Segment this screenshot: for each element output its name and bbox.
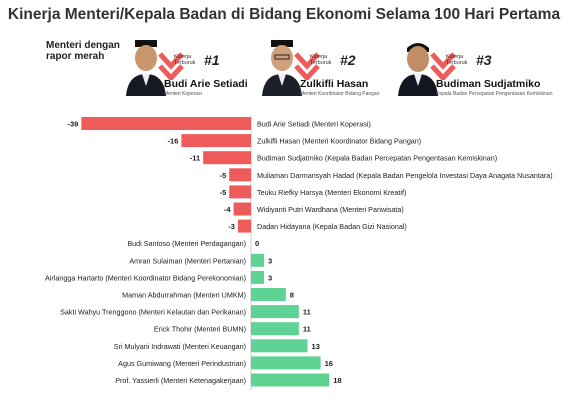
check-icon [294,52,320,80]
category-label-15: Prof. Yassierli (Menteri Ketenagakerjaan… [115,376,246,385]
value-label-7: 0 [255,239,259,248]
value-label-5: -4 [224,205,231,214]
category-label-0: Budi Arie Setiadi (Menteri Koperasi) [257,120,371,129]
value-label-2: -11 [190,154,200,163]
check-icon [158,52,184,80]
rank-label: Kinerja Terburuk [174,54,196,66]
value-label-9: 3 [268,273,272,282]
category-label-11: Sakti Wahyu Trenggono (Menteri Kelautan … [60,308,246,317]
category-label-13: Sri Mulyani Indrawati (Menteri Keuangan) [114,342,246,351]
category-label-7: Budi Santoso (Menteri Perdagangan) [127,239,246,248]
value-label-8: 3 [268,256,272,265]
bar-2 [203,151,251,165]
value-label-1: -16 [168,137,179,146]
rank-number: #3 [476,52,492,68]
value-label-10: 8 [290,291,294,300]
value-label-12: 11 [303,325,311,334]
value-label-14: 16 [325,359,333,368]
rank-label: Kinerja Terburuk [446,54,468,66]
check-icon [430,52,456,80]
worst-card-3: Kinerja Terburuk #3 Budiman Sudjatmiko K… [398,38,552,108]
bar-8 [251,253,265,267]
bar-15 [251,373,330,387]
minister-name: Budiman Sudjatmiko [436,78,541,90]
category-label-9: Airlangga Hartarto (Menteri Koordinator … [45,273,246,282]
avatar [398,43,438,96]
minister-name: Budi Arie Setiadi [164,78,248,90]
category-label-6: Dadan Hidayana (Kepala Badan Gizi Nasion… [257,222,407,231]
bar-11 [251,305,299,319]
category-label-5: Widiyanti Putri Wardhana (Menteri Pariwi… [257,205,404,214]
category-label-1: Zulkifli Hasan (Menteri Koordinator Bida… [257,137,421,146]
worst-card-2: Kinerja Terburuk #2 Zulkifli Hasan Mente… [262,38,412,108]
bar-4 [229,185,251,199]
bar-6 [237,219,251,233]
value-label-6: -3 [228,222,235,231]
value-label-13: 13 [312,342,320,351]
minister-role: Kepala Badan Percepatan Pengentasan Kemi… [436,91,553,97]
chart-subtitle: Menteri dengan rapor merah [46,40,120,62]
bar-9 [251,270,265,284]
rank-number: #2 [340,52,356,68]
category-label-2: Budiman Sudjatmiko (Kepala Badan Percepa… [257,154,497,163]
worst-card-1: Kinerja Terburuk #1 Budi Arie Setiadi Me… [126,38,276,108]
value-label-3: -5 [220,171,227,180]
bar-10 [251,288,286,301]
value-label-11: 11 [303,308,311,317]
bar-13 [251,339,308,353]
rank-number: #1 [204,52,220,68]
bar-5 [233,202,251,216]
category-label-14: Agus Gumiwang (Menteri Perindustrian) [118,359,246,368]
bar-3 [229,168,251,182]
avatar [126,40,166,96]
value-label-4: -5 [220,188,227,197]
bar-1 [181,134,251,148]
bar-14 [251,356,321,370]
page-title: Kinerja Menteri/Kepala Badan di Bidang E… [7,6,561,23]
minister-role: Menteri Koordinator Bidang Pangan [300,91,380,97]
category-label-4: Teuku Riefky Harsya (Menteri Ekonomi Kre… [257,188,406,197]
category-label-12: Erick Thohir (Menteri BUMN) [154,325,246,334]
rank-label: Kinerja Terburuk [310,54,332,66]
category-label-3: Muliaman Darmansyah Hadad (Kepala Badan … [257,171,553,180]
minister-role: Menteri Koperasi [164,91,202,97]
minister-name: Zulkifli Hasan [300,78,369,90]
bar-0 [81,117,251,130]
value-label-15: 18 [333,376,341,385]
bar-12 [251,322,299,336]
category-label-10: Maman Abdurrahman (Menteri UMKM) [122,291,246,300]
category-label-8: Amran Sulaiman (Menteri Pertanian) [129,256,246,265]
avatar [262,40,302,96]
value-label-0: -39 [68,120,79,129]
